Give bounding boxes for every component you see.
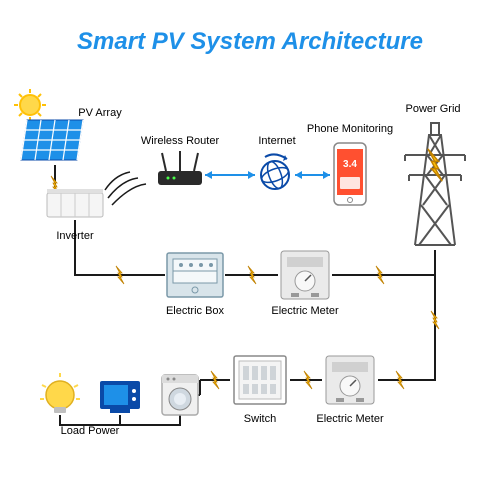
load-power-label: Load Power <box>61 421 120 439</box>
electric-box-icon <box>167 253 223 297</box>
wireless-router-icon <box>158 151 202 185</box>
sun-icon <box>14 89 46 121</box>
pv-array-icon <box>21 120 83 160</box>
electric-meter-1-icon <box>281 251 329 299</box>
washer-icon <box>162 375 198 415</box>
electric-box-label: Electric Box <box>166 301 224 319</box>
electric-meter-1-label: Electric Meter <box>271 301 338 319</box>
switch-label: Switch <box>244 409 276 427</box>
inverter-icon <box>47 189 103 217</box>
pv-array-label: PV Array <box>78 103 121 121</box>
inverter-label: Inverter <box>56 226 93 244</box>
phone-icon: 3.4 <box>334 143 366 205</box>
power-grid-icon <box>405 123 465 245</box>
tv-icon <box>100 381 140 413</box>
internet-label: Internet <box>258 131 295 149</box>
svg-text:3.4: 3.4 <box>343 159 357 170</box>
phone-label: Phone Monitoring <box>307 119 393 137</box>
wireless-router-label: Wireless Router <box>141 131 219 149</box>
power-grid-label: Power Grid <box>405 99 460 117</box>
switch-icon <box>234 356 286 404</box>
electric-meter-2-label: Electric Meter <box>316 409 383 427</box>
bulb-icon <box>40 373 80 413</box>
wires-power <box>55 165 435 425</box>
wifi-link <box>105 172 146 205</box>
electric-meter-2-icon <box>326 356 374 404</box>
page-title: Smart PV System Architecture <box>0 28 500 56</box>
internet-icon <box>260 154 290 190</box>
